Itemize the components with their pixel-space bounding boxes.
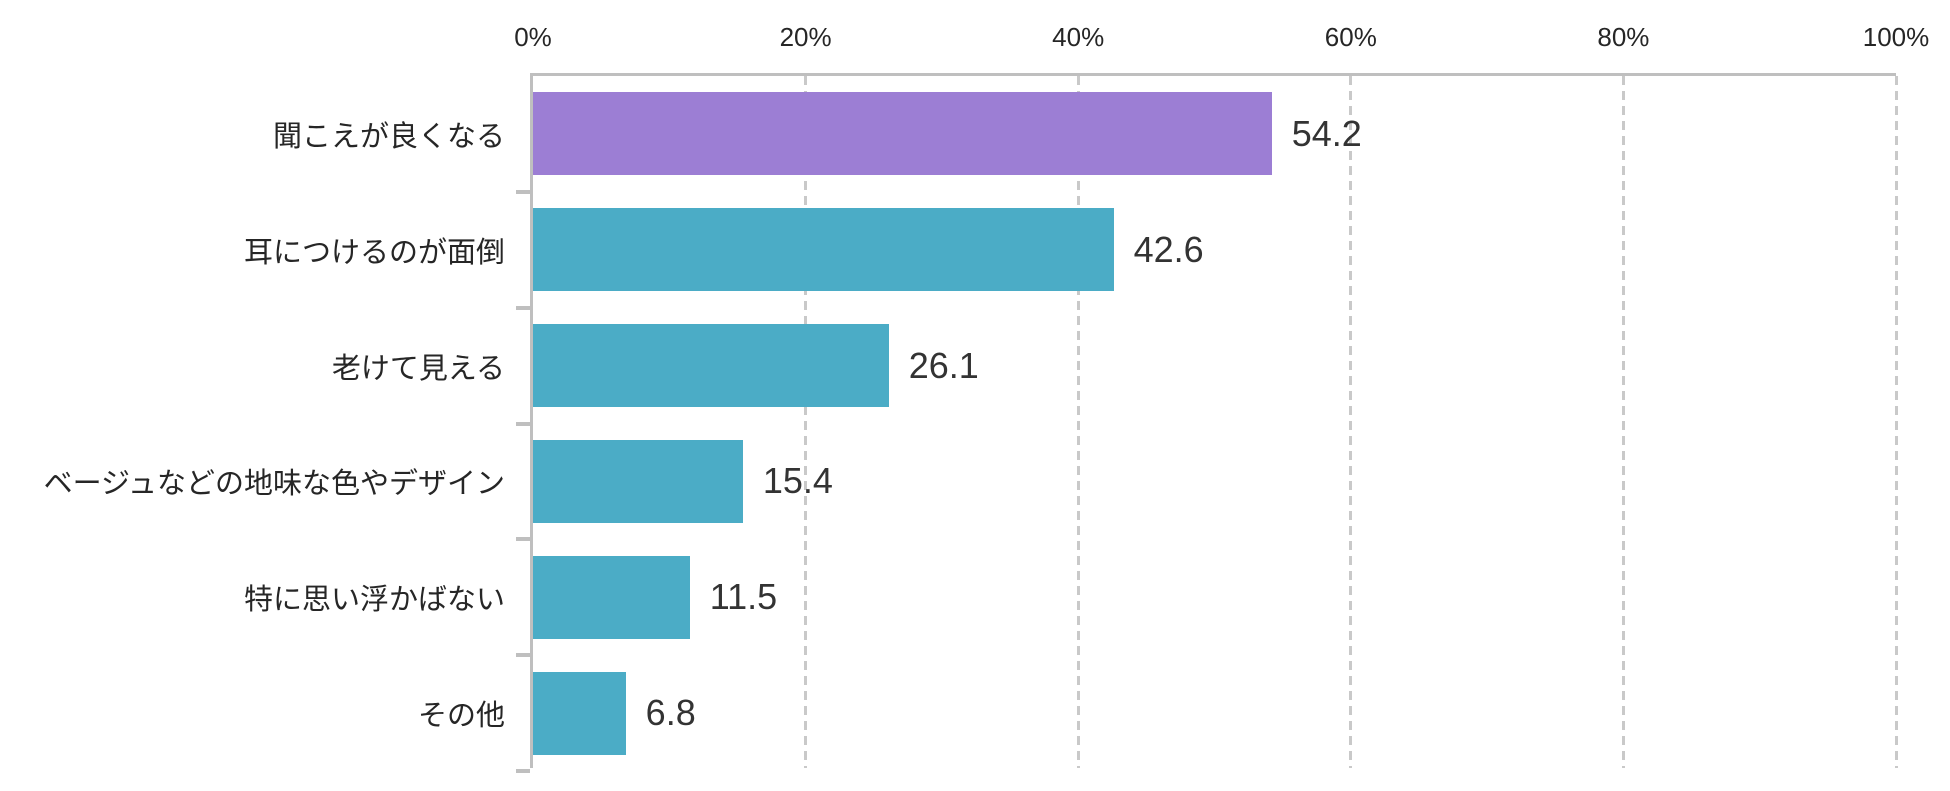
category-label: 耳につけるのが面倒 [243, 236, 505, 269]
bar [533, 92, 1272, 176]
bar [533, 208, 1114, 292]
category-label: ベージュなどの地味な色やデザイン [43, 468, 505, 501]
category-label: 特に思い浮かばない [243, 584, 505, 617]
bar [533, 555, 690, 639]
bar [533, 671, 626, 755]
category-axis-tick [516, 653, 530, 658]
x-axis-tick-label: 40% [1052, 22, 1105, 52]
category-label: 老けて見える [331, 352, 505, 385]
gridline [1894, 76, 1898, 768]
value-label: 54.2 [1291, 112, 1362, 154]
x-axis-tick-label: 80% [1597, 22, 1650, 52]
value-label: 11.5 [709, 576, 778, 618]
gridline [804, 76, 808, 768]
value-label: 26.1 [908, 344, 979, 386]
value-label: 15.4 [762, 460, 833, 502]
bar [533, 439, 743, 523]
plot-area: 54.2 42.6 26.1 15.4 11.5 6.8 [516, 73, 1898, 773]
category-axis-tick [516, 421, 530, 426]
category-axis-tick [516, 189, 530, 194]
x-axis-tick-label: 20% [779, 22, 832, 52]
category-label: その他 [417, 700, 505, 733]
bar [533, 324, 889, 408]
x-axis-tick-label: 0% [514, 22, 552, 52]
gridline [1349, 76, 1353, 768]
category-label: 聞こえが良くなる [272, 120, 505, 153]
value-label: 42.6 [1133, 228, 1204, 270]
category-axis-tick [516, 537, 530, 542]
value-label: 6.8 [645, 692, 696, 734]
category-axis-tick [516, 305, 530, 310]
gridline [1076, 76, 1080, 768]
category-axis-tick [516, 769, 530, 773]
x-axis-tick-label: 60% [1324, 22, 1377, 52]
gridline [1621, 76, 1625, 768]
x-axis-tick-label: 100% [1862, 22, 1930, 52]
